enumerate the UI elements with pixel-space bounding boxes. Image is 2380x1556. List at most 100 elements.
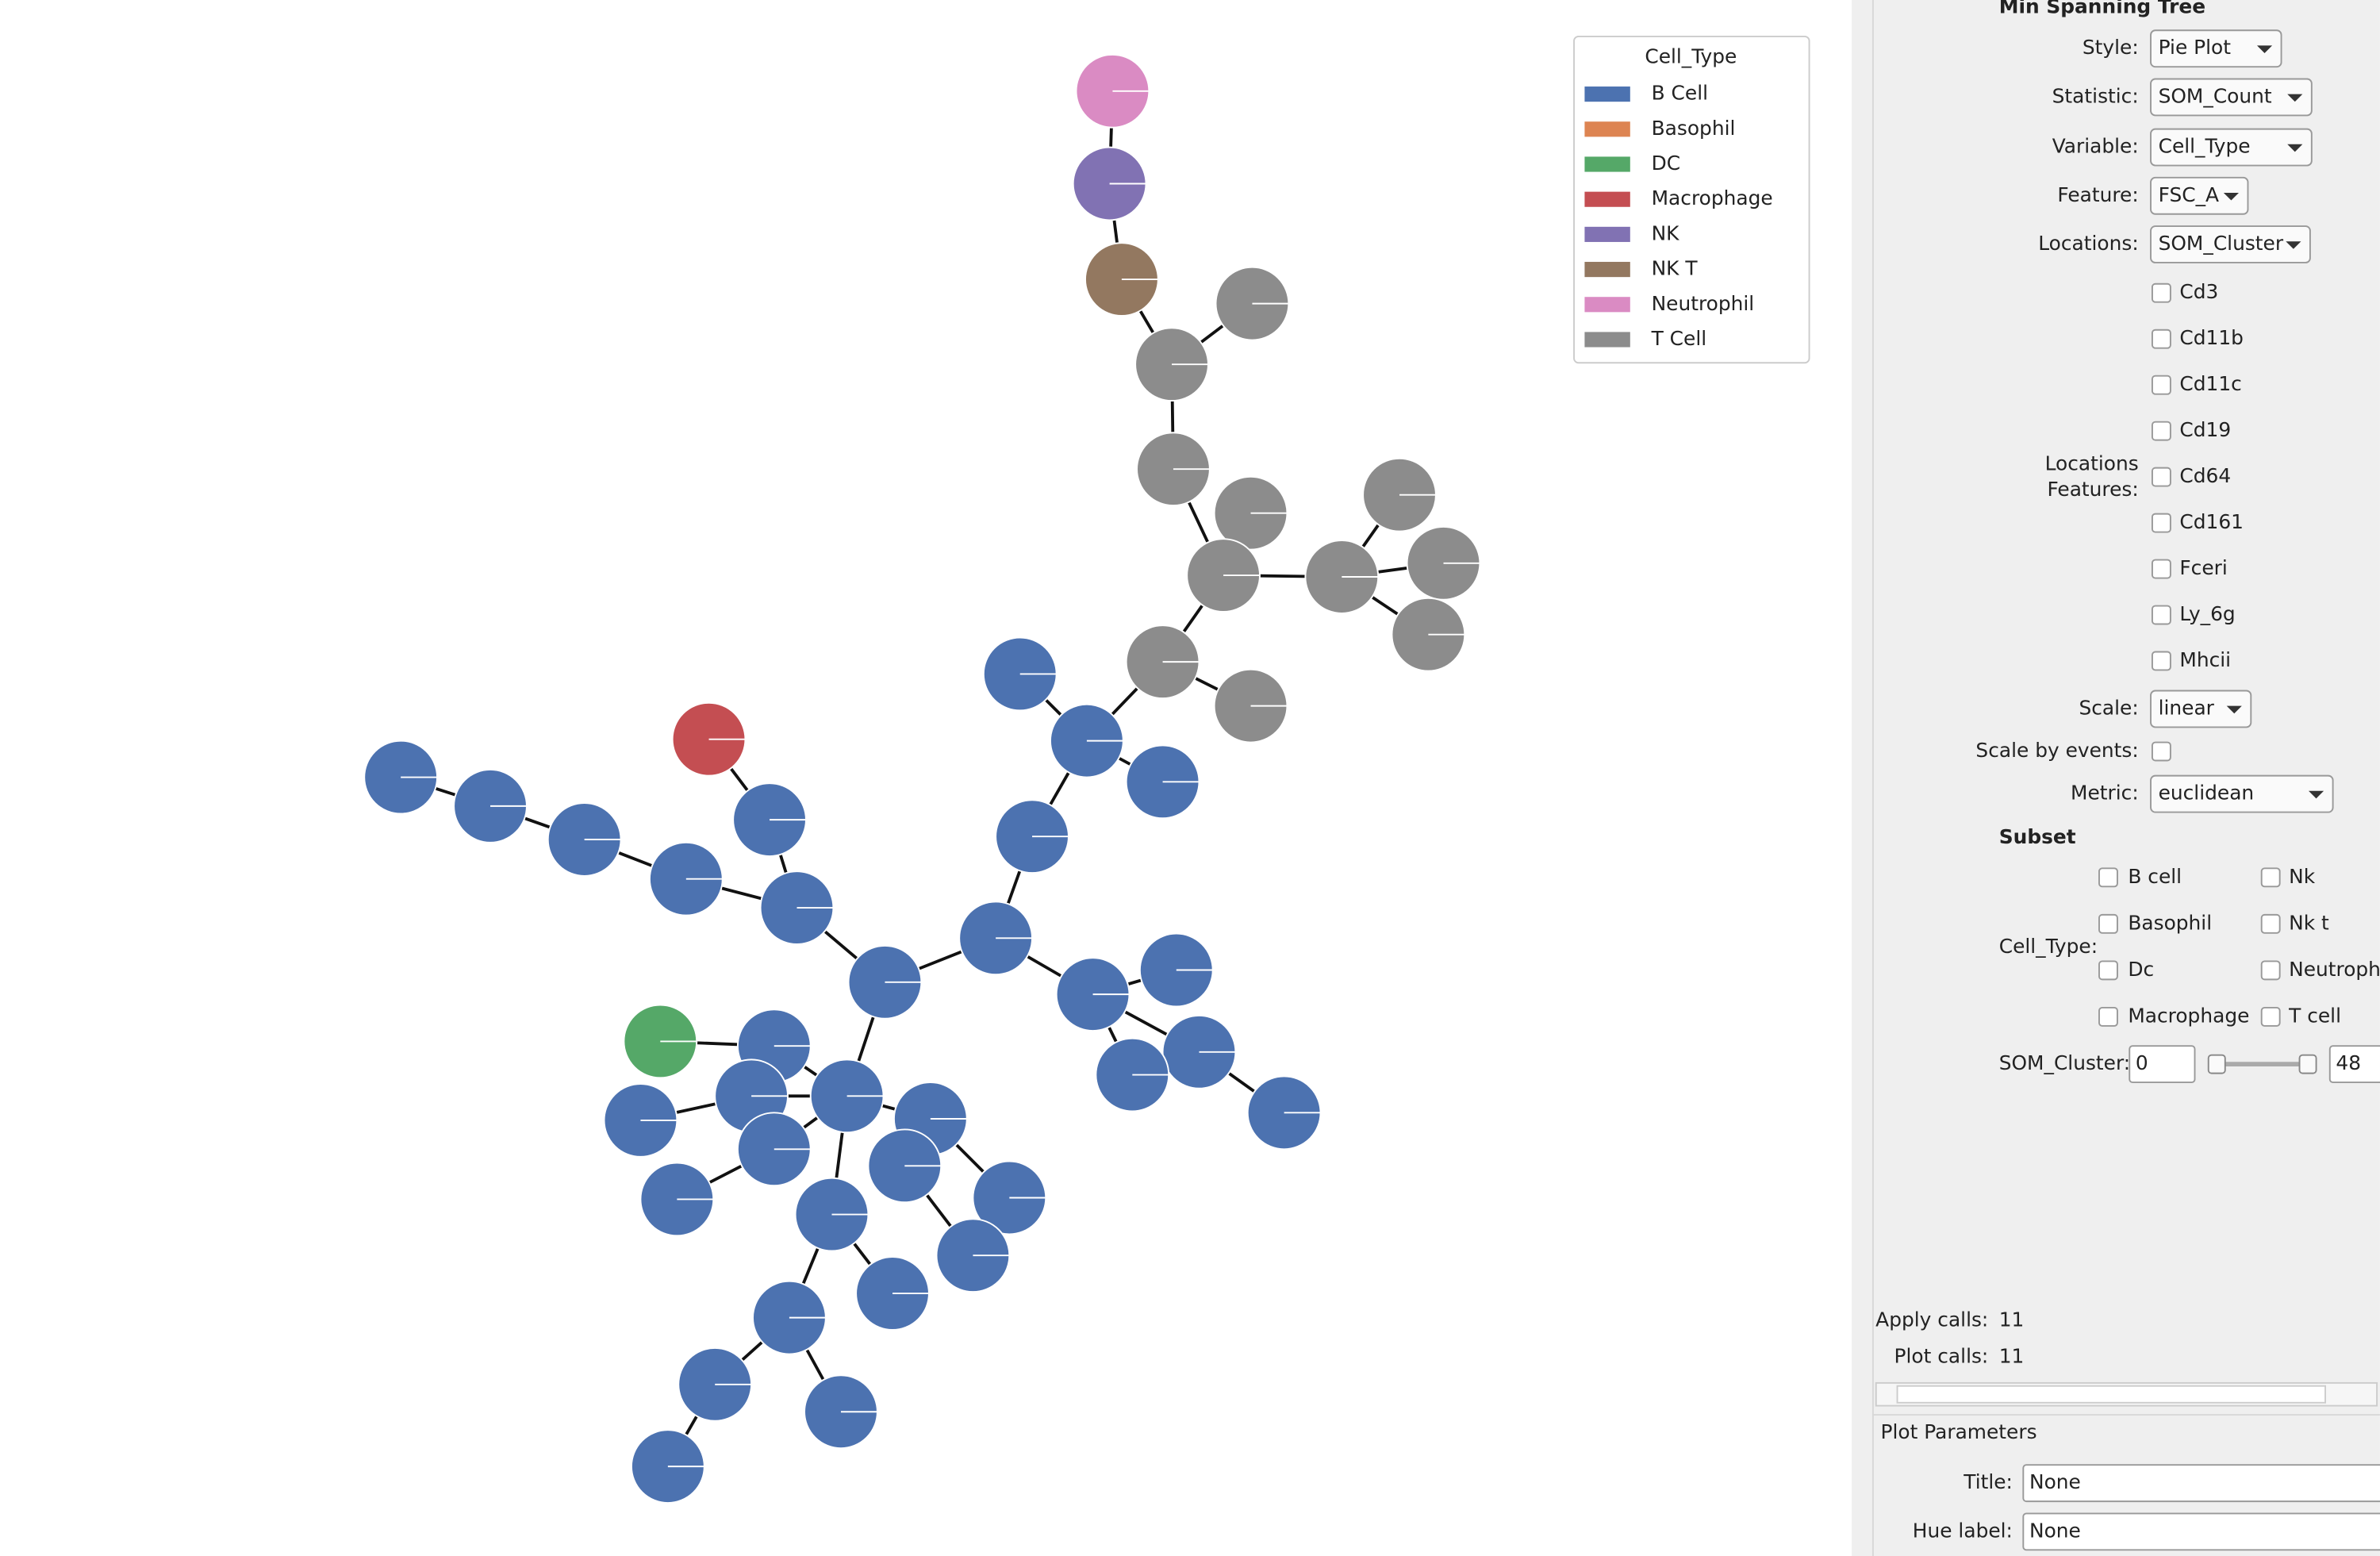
subset-heading: Subset bbox=[1999, 825, 2076, 848]
spin-value: 0 bbox=[2136, 1051, 2148, 1074]
checkbox[interactable] bbox=[2098, 913, 2118, 934]
checkbox[interactable] bbox=[2098, 960, 2118, 981]
field-label: Features: bbox=[2047, 478, 2138, 501]
checkbox[interactable] bbox=[2260, 1007, 2281, 1027]
slider-handle[interactable] bbox=[2207, 1054, 2226, 1074]
dropdown-arrow bbox=[2287, 144, 2303, 152]
field-label: Hue label: bbox=[1913, 1519, 2013, 1542]
spin-box[interactable] bbox=[2328, 1045, 2380, 1084]
legend-label: DC bbox=[1652, 152, 1681, 175]
legend-label: Neutrophil bbox=[1652, 292, 1755, 315]
checkbox[interactable] bbox=[2151, 282, 2171, 303]
checkbox[interactable] bbox=[2260, 913, 2281, 934]
checkbox-label: Cd64 bbox=[2179, 464, 2231, 487]
checkbox-label: Cd3 bbox=[2179, 280, 2218, 303]
field-label: Metric: bbox=[2071, 782, 2139, 805]
field-label: Apply calls: bbox=[1875, 1308, 1988, 1331]
field-label: Scale: bbox=[2079, 696, 2138, 719]
panel-heading: Min Spanning Tree bbox=[1999, 0, 2205, 18]
input-placeholder: None bbox=[2029, 1470, 2081, 1493]
legend-swatch bbox=[1584, 226, 1630, 242]
checkbox[interactable] bbox=[2260, 867, 2281, 888]
field-label: Variable: bbox=[2052, 135, 2139, 158]
dropdown-value: Pie Plot bbox=[2159, 36, 2232, 59]
dropdown-value: Cell_Type bbox=[2159, 135, 2251, 158]
checkbox[interactable] bbox=[2098, 1007, 2118, 1027]
legend-swatch bbox=[1584, 121, 1630, 137]
checkbox[interactable] bbox=[2151, 467, 2171, 487]
dropdown-arrow bbox=[2223, 192, 2240, 201]
field-label: Cell_Type: bbox=[1999, 935, 2098, 958]
checkbox-label: Cd11b bbox=[2179, 326, 2244, 349]
dropdown-arrow bbox=[2286, 241, 2301, 249]
checkbox-label: Mhcii bbox=[2179, 648, 2231, 671]
section-heading: Plot Parameters bbox=[1880, 1420, 2036, 1443]
dropdown-value: FSC_A bbox=[2159, 183, 2219, 206]
field-label: Feature: bbox=[2057, 183, 2138, 206]
input-placeholder: None bbox=[2029, 1519, 2081, 1542]
dropdown-arrow bbox=[2309, 790, 2324, 799]
field-label: Scale by events: bbox=[1975, 739, 2138, 762]
checkbox[interactable] bbox=[2151, 741, 2171, 762]
checkbox[interactable] bbox=[2260, 960, 2281, 981]
dropdown[interactable] bbox=[2150, 690, 2252, 728]
checkbox[interactable] bbox=[2098, 867, 2118, 888]
checkbox-label: Ly_6g bbox=[2179, 602, 2235, 625]
field-label: Plot calls: bbox=[1894, 1344, 1989, 1367]
dropdown[interactable] bbox=[2150, 225, 2311, 263]
legend-swatch bbox=[1584, 86, 1630, 102]
checkbox-label: Dc bbox=[2128, 958, 2154, 981]
dropdown[interactable] bbox=[2150, 176, 2249, 215]
text-input[interactable] bbox=[2022, 1512, 2380, 1551]
checkbox-label: B cell bbox=[2128, 865, 2182, 888]
checkbox[interactable] bbox=[2151, 328, 2171, 349]
checkbox-label: Nk t bbox=[2289, 911, 2329, 934]
legend-label: T Cell bbox=[1651, 327, 1707, 350]
field-value: 11 bbox=[1999, 1344, 2025, 1367]
legend-label: Macrophage bbox=[1652, 186, 1773, 209]
checkbox-label: Cd161 bbox=[2179, 510, 2244, 533]
slider-handle[interactable] bbox=[2298, 1054, 2317, 1074]
legend-label: NK T bbox=[1652, 257, 1699, 280]
checkbox[interactable] bbox=[2151, 513, 2171, 533]
checkbox[interactable] bbox=[2151, 421, 2171, 441]
field-label: SOM_Cluster: bbox=[1999, 1051, 2130, 1074]
legend-swatch bbox=[1584, 262, 1630, 278]
checkbox-label: Macrophage bbox=[2128, 1004, 2249, 1027]
legend-label: Basophil bbox=[1652, 117, 1736, 140]
checkbox[interactable] bbox=[2151, 605, 2171, 625]
dropdown-arrow bbox=[2256, 45, 2273, 53]
dropdown[interactable] bbox=[2150, 78, 2313, 117]
legend-swatch bbox=[1584, 156, 1630, 172]
spin-box[interactable] bbox=[2129, 1045, 2196, 1084]
dropdown[interactable] bbox=[2150, 774, 2334, 813]
text-input[interactable] bbox=[2022, 1464, 2380, 1503]
dropdown-value: SOM_Cluster bbox=[2159, 232, 2284, 255]
checkbox[interactable] bbox=[2151, 375, 2171, 395]
legend-title: Cell_Type bbox=[1645, 45, 1737, 68]
field-label: Statistic: bbox=[2052, 84, 2139, 107]
dropdown-arrow bbox=[2287, 94, 2303, 102]
checkbox[interactable] bbox=[2151, 559, 2171, 579]
dropdown-value: euclidean bbox=[2159, 782, 2255, 805]
dropdown-value: SOM_Count bbox=[2159, 84, 2272, 107]
field-label: Locations: bbox=[2038, 232, 2138, 255]
legend-label: B Cell bbox=[1652, 82, 1708, 105]
dropdown-arrow bbox=[2226, 705, 2242, 714]
checkbox-label: Nk bbox=[2289, 865, 2316, 888]
legend-label: NK bbox=[1652, 221, 1680, 244]
legend-box bbox=[1573, 35, 1810, 364]
dropdown[interactable] bbox=[2150, 29, 2282, 68]
checkbox-label: Fceri bbox=[2179, 556, 2227, 579]
checkbox-label: Basophil bbox=[2128, 911, 2212, 934]
checkbox[interactable] bbox=[2151, 651, 2171, 671]
dropdown[interactable] bbox=[2150, 128, 2313, 167]
dropdown-value: linear bbox=[2159, 696, 2215, 719]
checkbox-label: Cd19 bbox=[2179, 418, 2231, 441]
scroll-thumb[interactable] bbox=[1896, 1385, 2327, 1404]
checkbox-label: Cd11c bbox=[2179, 372, 2241, 395]
checkbox-label: T cell bbox=[2288, 1004, 2341, 1027]
legend-swatch bbox=[1584, 332, 1630, 348]
field-value: 11 bbox=[1999, 1308, 2025, 1331]
legend-swatch bbox=[1584, 297, 1630, 313]
